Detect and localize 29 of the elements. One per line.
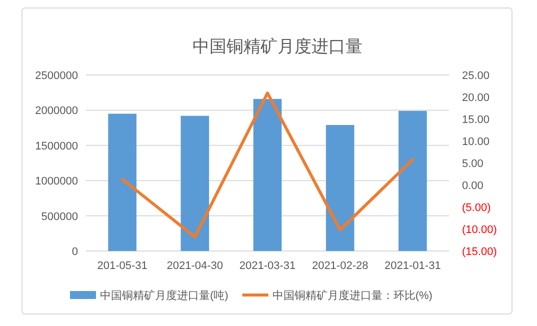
y2-tick-label: (10.00) [462,224,497,236]
x-tick-label: 2021-04-30 [166,260,224,272]
y-tick-label: 0 [72,246,78,258]
y2-tick-label: 15.00 [462,114,490,126]
y-tick-label: 2500000 [35,70,78,82]
bar [253,98,282,251]
line-series [120,92,414,238]
bar [108,114,136,251]
legend-label: 中国铜精矿月度进口量：环比(%) [272,289,432,302]
x-tick-label: 2021-03-31 [239,260,296,272]
chart-title: 中国铜精矿月度进口量 [192,37,362,56]
bar [180,116,210,251]
x-tick-label: 2021-02-28 [312,260,368,272]
y2-tick-label: 10.00 [462,136,490,148]
y2-tick-label: 20.00 [462,92,490,104]
y2-tick-label: 0.00 [462,180,484,192]
y-tick-label: 2000000 [35,105,78,118]
y2-tick-label: (15.00) [462,246,497,258]
bar [326,124,354,251]
y-tick-label: 1000000 [35,176,78,188]
y2-tick-label: 5.00 [462,158,484,170]
y-tick-label: 1500000 [35,140,78,152]
y-tick-label: 500000 [41,210,78,223]
legend-label: 中国铜精矿月度进口量(吨) [100,289,228,302]
y2-tick-label: (5.00) [462,202,491,214]
x-tick-label: 201-05-31 [97,260,148,272]
bar [398,110,427,251]
x-tick-label: 2021-01-31 [384,260,441,272]
y2-tick-label: 25.00 [462,70,490,82]
